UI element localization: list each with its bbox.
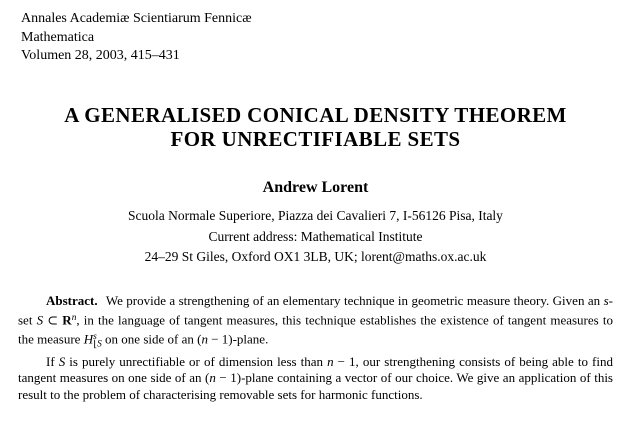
text-segment: S — [36, 312, 44, 328]
abstract-paragraph-1: Abstract. We provide a strengthening of … — [18, 293, 613, 354]
abstract-paragraph-2: If S is purely unrectifiable or of dimen… — [18, 354, 613, 404]
text-segment: − 1)-plane containing a vector of our ch… — [18, 370, 613, 403]
author-affiliation-block: Scuola Normale Superiore, Piazza dei Cav… — [0, 206, 631, 268]
paper-title-line2: FOR UNRECTIFIABLE SETS — [170, 127, 461, 151]
text-segment: S — [97, 339, 102, 350]
abstract-label: Abstract. — [46, 293, 98, 308]
current-address-line: Current address: Mathematical Institute — [208, 228, 423, 244]
text-segment: ⌊ — [93, 339, 98, 350]
text-segment: S — [58, 353, 66, 369]
paper-title: A GENERALISED CONICAL DENSITY THEOREM FO… — [0, 103, 631, 151]
text-segment: R — [62, 312, 72, 328]
paper-title-line1: A GENERALISED CONICAL DENSITY THEOREM — [64, 103, 567, 127]
text-segment: s — [93, 332, 97, 343]
text-segment: , in the language of tangent measures, t… — [18, 312, 613, 347]
text-segment: n — [71, 312, 77, 323]
journal-volume: Volumen 28, 2003, 415–431 — [21, 48, 180, 63]
text-segment: ⊂ — [43, 312, 63, 328]
journal-name: Annales Academiæ Scientiarum Fennicæ — [21, 11, 252, 26]
text-segment: H — [83, 331, 94, 347]
text-segment: on one side of an ( — [101, 331, 202, 347]
text-segment: is purely unrectifiable or of dimension … — [65, 353, 328, 369]
journal-header: Annales Academiæ Scientiarum Fennicæ Mat… — [21, 10, 252, 66]
text-segment: -set — [18, 293, 613, 328]
author-name: Andrew Lorent — [262, 179, 369, 196]
text-segment: − 1, our strengthening consists of being… — [18, 353, 613, 386]
text-segment: n — [327, 353, 334, 369]
affiliation-line: Scuola Normale Superiore, Piazza dei Cav… — [128, 208, 503, 223]
text-segment: If — [46, 353, 59, 369]
journal-series: Mathematica — [21, 29, 95, 45]
text-segment: − 1)-plane. — [207, 331, 269, 347]
abstract: Abstract. We provide a strengthening of … — [18, 293, 613, 404]
contact-line: 24–29 St Giles, Oxford OX1 3LB, UK; lore… — [144, 249, 487, 264]
text-segment: n — [201, 331, 208, 347]
text-segment: n — [209, 370, 216, 386]
text-segment: s — [603, 293, 609, 308]
text-segment: We provide a strengthening of an element… — [102, 293, 604, 308]
